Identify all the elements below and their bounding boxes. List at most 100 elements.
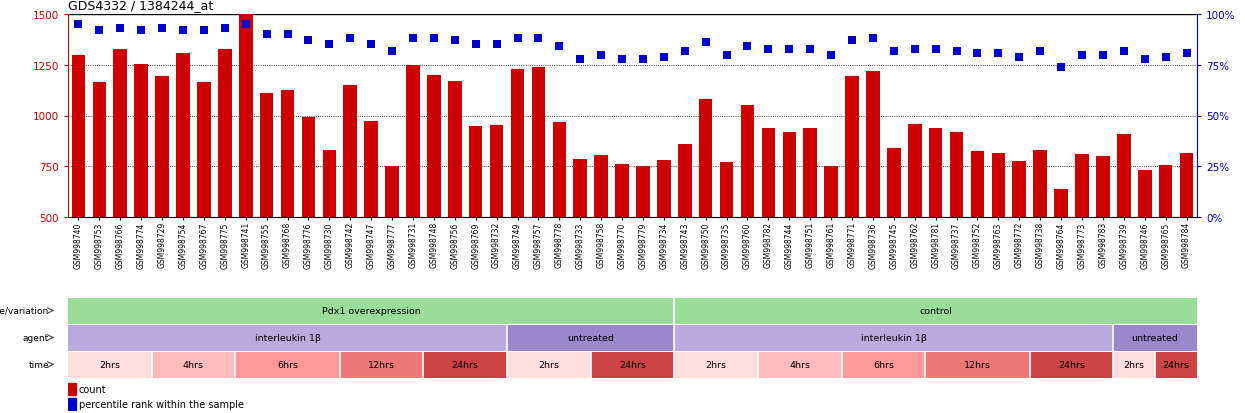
Bar	[991, 154, 1005, 319]
Bar	[1012, 162, 1026, 319]
Bar	[867, 72, 880, 319]
Bar	[741, 106, 754, 319]
Bar	[68, 298, 675, 324]
Point	[967, 50, 987, 57]
Point	[382, 48, 402, 55]
Bar	[72, 55, 85, 319]
Point	[528, 36, 548, 43]
Point	[466, 42, 486, 49]
Bar	[156, 77, 169, 319]
Bar	[1138, 171, 1152, 319]
Point	[1177, 50, 1196, 57]
Bar	[657, 161, 671, 319]
Bar	[532, 68, 545, 319]
Point	[487, 42, 507, 49]
Point	[884, 48, 904, 55]
Bar	[68, 325, 507, 351]
Point	[1030, 48, 1050, 55]
Bar	[698, 100, 712, 319]
Text: 24hrs: 24hrs	[1058, 361, 1086, 370]
Point	[1072, 52, 1092, 59]
Bar	[675, 352, 758, 378]
Bar	[574, 160, 588, 319]
Bar	[1180, 154, 1194, 319]
Point	[842, 38, 862, 45]
Text: interleukin 1β: interleukin 1β	[254, 334, 320, 343]
Bar	[152, 352, 235, 378]
Point	[570, 56, 590, 63]
Bar	[469, 126, 483, 319]
Text: 6hrs: 6hrs	[278, 361, 298, 370]
Bar	[1155, 352, 1196, 378]
Bar	[950, 133, 964, 319]
Bar	[177, 53, 189, 319]
Text: control: control	[919, 307, 952, 316]
Text: 24hrs: 24hrs	[452, 361, 479, 370]
Point	[758, 46, 778, 53]
Text: 12hrs: 12hrs	[369, 361, 395, 370]
Bar	[68, 352, 152, 378]
Bar	[971, 152, 985, 319]
Point	[299, 38, 319, 45]
Bar	[365, 121, 378, 319]
Bar	[675, 298, 1196, 324]
Bar	[1030, 352, 1113, 378]
Point	[278, 32, 298, 38]
Bar	[1096, 157, 1109, 319]
Point	[675, 48, 695, 55]
Bar	[590, 352, 675, 378]
Bar	[636, 167, 650, 319]
Point	[320, 42, 340, 49]
Point	[737, 44, 757, 51]
Point	[989, 50, 1008, 57]
Bar	[908, 124, 921, 319]
Point	[131, 28, 151, 34]
Bar	[113, 50, 127, 319]
Point	[946, 48, 966, 55]
Bar	[260, 94, 274, 319]
Text: 4hrs: 4hrs	[183, 361, 204, 370]
Bar	[824, 167, 838, 319]
Text: 2hrs: 2hrs	[538, 361, 559, 370]
Point	[152, 26, 172, 33]
Point	[1134, 56, 1154, 63]
Bar	[1113, 352, 1155, 378]
Bar	[1113, 325, 1196, 351]
Bar	[68, 383, 76, 394]
Bar	[925, 352, 1030, 378]
Bar	[594, 156, 608, 319]
Point	[1114, 48, 1134, 55]
Bar	[423, 352, 507, 378]
Bar	[842, 352, 925, 378]
Point	[1051, 64, 1071, 71]
Bar	[92, 83, 106, 319]
Bar	[218, 50, 232, 319]
Text: 2hrs: 2hrs	[100, 361, 121, 370]
Bar	[553, 122, 566, 319]
Text: agent: agent	[22, 333, 49, 342]
Text: untreated: untreated	[1132, 334, 1179, 343]
Text: 6hrs: 6hrs	[873, 361, 894, 370]
Point	[1155, 54, 1175, 61]
Bar	[886, 149, 900, 319]
Bar	[448, 82, 462, 319]
Bar	[301, 117, 315, 319]
Text: 24hrs: 24hrs	[619, 361, 646, 370]
Bar	[68, 398, 76, 410]
Point	[1093, 52, 1113, 59]
Bar	[406, 66, 420, 319]
Point	[549, 44, 569, 51]
Point	[68, 22, 88, 28]
Bar	[679, 145, 691, 319]
Point	[717, 52, 737, 59]
Text: genotype/variation: genotype/variation	[0, 306, 49, 315]
Point	[863, 36, 883, 43]
Point	[340, 36, 360, 43]
Text: count: count	[78, 385, 107, 394]
Bar	[385, 167, 398, 319]
Point	[403, 36, 423, 43]
Bar	[510, 70, 524, 319]
Bar	[322, 151, 336, 319]
Point	[194, 28, 214, 34]
Bar	[1033, 151, 1047, 319]
